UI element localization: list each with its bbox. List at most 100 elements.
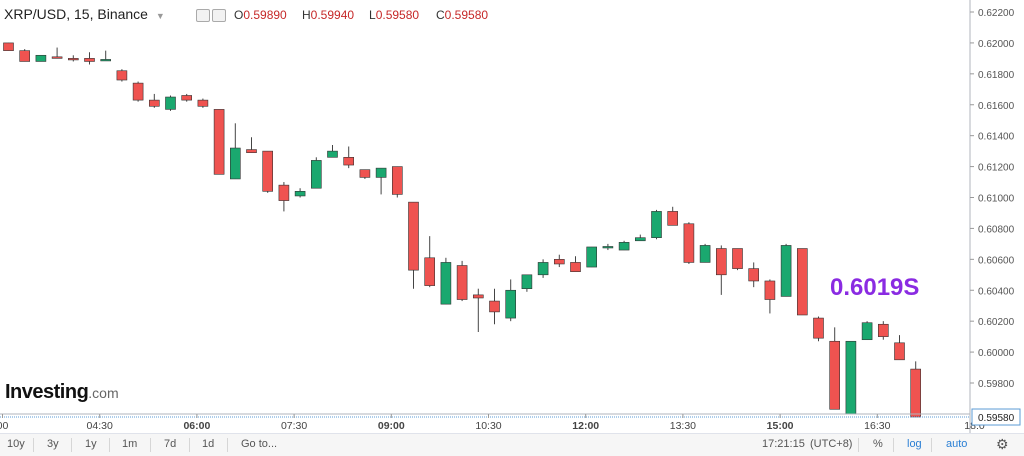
compare-icon[interactable] bbox=[212, 9, 226, 22]
candle bbox=[456, 260, 468, 302]
candle-body bbox=[715, 248, 727, 276]
range-1d-button[interactable]: 1d bbox=[202, 438, 215, 450]
symbol-title[interactable]: XRP/USD, 15, Binance bbox=[4, 6, 148, 22]
candle-body bbox=[149, 99, 160, 107]
candle bbox=[278, 182, 290, 212]
x-tick-label: 16:30 bbox=[864, 420, 890, 432]
candle bbox=[521, 274, 533, 292]
chart-title-bar[interactable]: XRP/USD, 15, Binance ▼ bbox=[4, 6, 165, 22]
candle bbox=[618, 240, 630, 251]
goto-button[interactable]: Go to... bbox=[241, 438, 278, 450]
candle-body bbox=[197, 99, 209, 107]
candle-body bbox=[35, 54, 47, 62]
candle bbox=[683, 222, 695, 264]
x-tick-label: 15:00 bbox=[767, 420, 794, 432]
candle bbox=[230, 123, 241, 180]
y-tick-label: 0.60400 bbox=[978, 286, 1015, 297]
log-toggle[interactable]: log bbox=[907, 438, 922, 450]
candle-body bbox=[796, 248, 808, 316]
timezone-button[interactable]: (UTC+8) bbox=[810, 438, 853, 450]
candle bbox=[132, 81, 144, 102]
x-tick-label: 13:30 bbox=[670, 420, 696, 432]
candle-body bbox=[845, 340, 857, 415]
candle bbox=[181, 93, 192, 102]
candle bbox=[651, 209, 662, 240]
candle bbox=[732, 248, 743, 271]
candle bbox=[359, 169, 371, 179]
candle bbox=[440, 257, 452, 305]
y-tick-label: 0.62000 bbox=[978, 39, 1015, 50]
candle-body bbox=[489, 300, 500, 313]
ohlc-high: H0.59940 bbox=[302, 8, 355, 22]
candle-body bbox=[375, 167, 387, 178]
range-10y-button[interactable]: 10y bbox=[7, 438, 25, 450]
candle-body bbox=[570, 262, 581, 272]
candle-body bbox=[165, 96, 176, 110]
candle-body bbox=[84, 58, 95, 62]
candle-body bbox=[278, 184, 290, 201]
range-1m-button[interactable]: 1m bbox=[122, 438, 138, 450]
candle-body bbox=[894, 342, 905, 361]
auto-toggle[interactable]: auto bbox=[946, 438, 968, 450]
candle-body bbox=[51, 56, 63, 59]
caret-down-icon[interactable]: ▼ bbox=[155, 11, 165, 21]
candle-body bbox=[780, 245, 792, 297]
candle-body bbox=[829, 340, 841, 410]
x-tick-label: 04:30 bbox=[87, 420, 113, 432]
investing-logo: Investing.com bbox=[5, 381, 119, 403]
candle bbox=[165, 95, 176, 111]
candle bbox=[327, 144, 338, 158]
gear-icon[interactable]: ⚙ bbox=[996, 436, 1009, 452]
candle bbox=[715, 245, 727, 295]
y-tick-label: 0.61800 bbox=[978, 70, 1015, 81]
candle-body bbox=[586, 246, 598, 268]
candle bbox=[294, 188, 306, 198]
candle-body bbox=[764, 280, 776, 300]
candle bbox=[505, 279, 517, 322]
y-tick-label: 0.62200 bbox=[978, 8, 1015, 19]
x-axis[interactable]: 00 04:30 06:00 07:30 09:00 10:30 12:00 13:30 15:… bbox=[0, 414, 985, 432]
candle bbox=[472, 288, 484, 332]
clock-time: 17:21:15 bbox=[762, 438, 805, 450]
candle-body bbox=[602, 246, 614, 249]
candle-body bbox=[651, 211, 662, 238]
y-tick-label: 0.60200 bbox=[978, 317, 1015, 328]
plot-area[interactable] bbox=[0, 0, 970, 414]
candle bbox=[408, 201, 419, 289]
y-tick-label: 0.61200 bbox=[978, 163, 1015, 174]
candle bbox=[667, 206, 679, 226]
candle bbox=[586, 246, 598, 268]
settings-icon[interactable] bbox=[196, 9, 210, 22]
candle-body bbox=[813, 317, 824, 339]
candle-body bbox=[618, 242, 630, 251]
candle-body bbox=[732, 248, 743, 269]
range-1y-button[interactable]: 1y bbox=[85, 438, 97, 450]
candle bbox=[310, 157, 322, 189]
candle-body bbox=[68, 58, 79, 61]
candle-body bbox=[699, 245, 711, 263]
candle bbox=[51, 47, 63, 59]
candle bbox=[3, 42, 14, 51]
candle bbox=[343, 146, 355, 169]
candle bbox=[246, 137, 257, 153]
range-3y-button[interactable]: 3y bbox=[47, 438, 59, 450]
candle bbox=[877, 321, 889, 340]
candle bbox=[796, 248, 808, 316]
divider bbox=[71, 438, 72, 452]
candle-body bbox=[100, 59, 111, 62]
ohlc-close: C0.59580 bbox=[436, 8, 489, 22]
y-tick-label: 0.59800 bbox=[978, 379, 1015, 390]
percent-toggle[interactable]: % bbox=[873, 438, 883, 450]
divider bbox=[189, 438, 190, 452]
candle-body bbox=[440, 262, 452, 305]
y-axis[interactable]: 0.59800 0.60000 0.60200 0.60400 0.60600 0.608… bbox=[970, 8, 1015, 390]
bottom-toolbar: 10y 3y 1y 1m 7d 1d Go to... 17:21:15 (UT… bbox=[0, 433, 1024, 456]
candle-body bbox=[521, 274, 533, 290]
ohlc-open: O0.59890 bbox=[234, 8, 287, 22]
candle-body bbox=[667, 211, 679, 226]
x-tick-label: 07:30 bbox=[281, 420, 307, 432]
candle-body bbox=[230, 147, 241, 180]
candle-body bbox=[359, 169, 371, 178]
range-7d-button[interactable]: 7d bbox=[164, 438, 177, 450]
